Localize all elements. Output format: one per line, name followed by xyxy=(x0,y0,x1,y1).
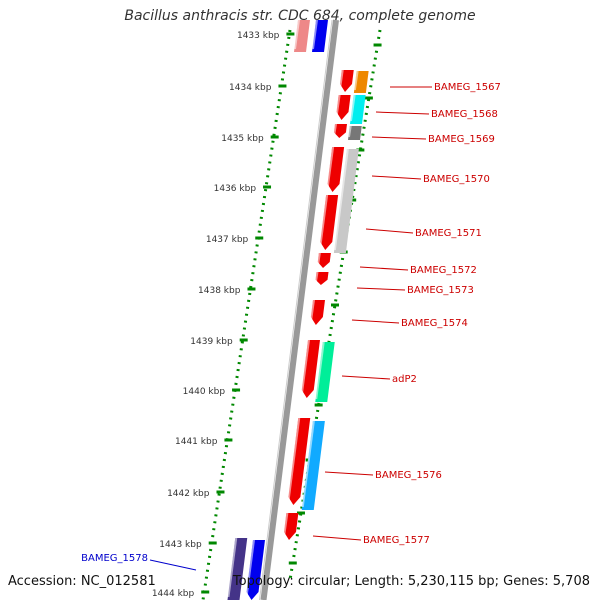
feature-block-pink-shine xyxy=(294,19,300,50)
gene-label[interactable]: BAMEG_1571 xyxy=(415,228,482,239)
cds-forward-arrow-shine xyxy=(314,271,319,283)
kbp-label: 1438 kbp xyxy=(198,286,241,296)
kbp-label: 1444 kbp xyxy=(152,589,195,599)
cds-forward-arrow-shine xyxy=(319,194,329,248)
kbp-label: 1435 kbp xyxy=(221,134,264,144)
map-title: Bacillus anthracis str. CDC 684, complet… xyxy=(124,8,476,24)
genome-backbone xyxy=(260,19,339,600)
feature-block-sky-blue[interactable] xyxy=(301,421,325,510)
kbp-label: 1439 kbp xyxy=(190,337,233,347)
gene-label[interactable]: BAMEG_1572 xyxy=(410,265,477,276)
feature-block-light-gray[interactable] xyxy=(333,149,359,253)
feature-block-light-gray-shine xyxy=(333,148,349,251)
cds-forward-arrow-shine xyxy=(309,299,315,323)
gene-label-leader xyxy=(359,266,409,271)
kbp-label: 1440 kbp xyxy=(183,387,226,397)
feature-block-dark-gray[interactable] xyxy=(348,126,362,140)
kbp-label: 1437 kbp xyxy=(206,235,249,245)
cds-forward-arrow[interactable] xyxy=(310,300,325,325)
cds-forward-arrow[interactable] xyxy=(288,418,311,505)
cds-forward-arrow[interactable] xyxy=(315,272,329,285)
cds-forward-arrow[interactable] xyxy=(284,513,299,540)
cds-forward-arrow-shine xyxy=(326,146,335,190)
gene-label-leader xyxy=(324,471,374,476)
kbp-label: 1434 kbp xyxy=(229,83,272,93)
gene-label-leader xyxy=(371,136,427,140)
kbp-label: 1442 kbp xyxy=(167,489,210,499)
cds-forward-arrow-shine xyxy=(317,252,321,266)
left-dotted-guide xyxy=(201,29,292,600)
cds-forward-arrow[interactable] xyxy=(336,95,351,120)
kbp-label: 1436 kbp xyxy=(214,184,257,194)
gene-label-leader xyxy=(371,175,422,180)
gene-label[interactable]: BAMEG_1567 xyxy=(434,82,501,93)
feature-block-indigo-shine xyxy=(227,537,238,598)
cds-forward-arrow-shine xyxy=(339,69,344,90)
cds-forward-arrow-shine xyxy=(283,512,289,538)
feature-block-sky-blue-shine xyxy=(301,420,315,508)
gene-label-leader xyxy=(312,535,362,541)
gene-label-leader xyxy=(365,228,414,234)
right-dotted-guide xyxy=(288,29,382,581)
gene-label[interactable]: adP2 xyxy=(392,374,417,385)
cds-forward-arrow[interactable] xyxy=(333,124,347,138)
gene-label[interactable]: BAMEG_1568 xyxy=(431,109,498,120)
cds-forward-arrow-shine xyxy=(287,417,301,503)
cds-reverse-arrow-shine xyxy=(245,539,255,598)
genome-backbone-highlight xyxy=(259,19,333,600)
feature-block-orange-shine xyxy=(353,70,359,91)
gene-label[interactable]: BAMEG_1570 xyxy=(423,174,490,185)
genome-summary-text: Topology: circular; Length: 5,230,115 bp… xyxy=(232,574,590,589)
feature-block-dark-gray-shine xyxy=(348,125,352,138)
cds-forward-arrow-shine xyxy=(335,94,341,118)
gene-label[interactable]: BAMEG_1577 xyxy=(363,535,430,546)
cds-forward-arrow[interactable] xyxy=(317,253,331,268)
gene-label[interactable]: BAMEG_1574 xyxy=(401,318,468,329)
feature-block-cyan-shine xyxy=(350,94,356,122)
cds-forward-arrow[interactable] xyxy=(340,70,354,92)
cds-reverse-block-shine xyxy=(312,19,318,50)
gene-label[interactable]: BAMEG_1573 xyxy=(407,285,474,296)
kbp-label: 1441 kbp xyxy=(175,437,218,447)
gene-label-leader xyxy=(375,111,430,115)
accession-text: Accession: NC_012581 xyxy=(8,574,156,589)
gene-label[interactable]: BAMEG_1576 xyxy=(375,470,442,481)
gene-label[interactable]: BAMEG_1578 xyxy=(81,553,148,564)
gene-label-leader xyxy=(356,287,406,291)
cds-forward-arrow-shine xyxy=(300,339,310,396)
cds-forward-arrow-shine xyxy=(333,123,337,136)
gene-label-leader xyxy=(351,319,400,324)
gene-label-leader xyxy=(149,559,197,571)
kbp-label: 1433 kbp xyxy=(237,31,280,41)
gene-label-leader xyxy=(341,375,391,380)
feature-block-green[interactable] xyxy=(315,342,335,402)
feature-block-indigo[interactable] xyxy=(227,538,248,600)
gene-label[interactable]: BAMEG_1569 xyxy=(428,134,495,145)
feature-block-green-shine xyxy=(315,341,325,400)
kbp-label: 1443 kbp xyxy=(159,540,202,550)
